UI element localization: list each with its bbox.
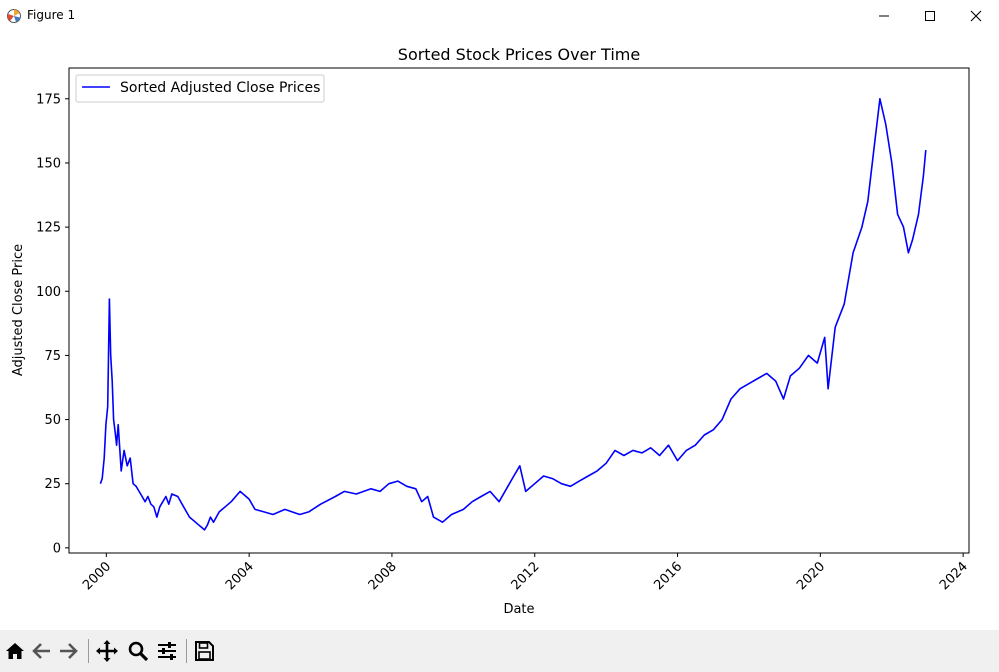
y-axis: 0 25 50 75 100 125 150 175 (36, 92, 69, 556)
x-axis-label: Date (503, 602, 534, 617)
y-axis-label: Adjusted Close Price (11, 244, 26, 376)
maximize-icon (924, 10, 936, 22)
matplotlib-logo-icon (6, 8, 22, 24)
x-tick-label: 2016 (651, 559, 685, 593)
zoom-button[interactable] (125, 638, 151, 664)
window-title: Figure 1 (27, 8, 75, 22)
toolbar-separator (88, 639, 89, 663)
y-tick-label: 0 (53, 541, 61, 556)
minimize-button[interactable] (861, 0, 907, 31)
close-icon (970, 10, 982, 22)
home-icon (4, 640, 26, 662)
y-tick-label: 125 (36, 221, 61, 236)
legend-label: Sorted Adjusted Close Prices (120, 80, 320, 96)
legend: Sorted Adjusted Close Prices (76, 75, 324, 102)
configure-subplots-icon (156, 640, 178, 662)
forward-button[interactable] (55, 638, 81, 664)
y-tick-label: 50 (44, 413, 61, 428)
forward-icon (57, 640, 79, 662)
close-button[interactable] (953, 0, 999, 31)
save-icon (193, 640, 215, 662)
window-titlebar: Figure 1 (0, 0, 999, 31)
save-button[interactable] (191, 638, 217, 664)
y-tick-label: 100 (36, 285, 61, 300)
y-tick-label: 75 (44, 349, 61, 364)
figure-canvas[interactable]: Sorted Stock Prices Over Time 2000200420… (0, 31, 999, 630)
minimize-icon (878, 10, 890, 22)
x-tick-label: 2004 (223, 559, 257, 593)
y-tick-label: 175 (36, 92, 61, 107)
line-chart: Sorted Stock Prices Over Time 2000200420… (0, 31, 999, 630)
x-tick-label: 2012 (509, 559, 543, 593)
x-tick-label: 2000 (80, 559, 114, 593)
maximize-button[interactable] (907, 0, 953, 31)
plot-area (69, 68, 969, 553)
x-axis: 2000 2004 2008 2012 2016 2020 2024 (80, 553, 971, 593)
back-icon (31, 640, 53, 662)
configure-subplots-button[interactable] (154, 638, 180, 664)
zoom-icon (127, 640, 149, 662)
y-tick-label: 150 (36, 156, 61, 171)
chart-title: Sorted Stock Prices Over Time (398, 45, 640, 64)
toolbar-separator (186, 639, 187, 663)
x-tick-label: 2024 (937, 559, 971, 593)
back-button[interactable] (29, 638, 55, 664)
x-tick-label: 2008 (366, 559, 400, 593)
y-tick-label: 25 (44, 477, 61, 492)
pan-icon (95, 639, 119, 663)
home-button[interactable] (2, 638, 28, 664)
navigation-toolbar (0, 630, 999, 672)
x-tick-label: 2020 (794, 559, 828, 593)
pan-button[interactable] (94, 638, 120, 664)
